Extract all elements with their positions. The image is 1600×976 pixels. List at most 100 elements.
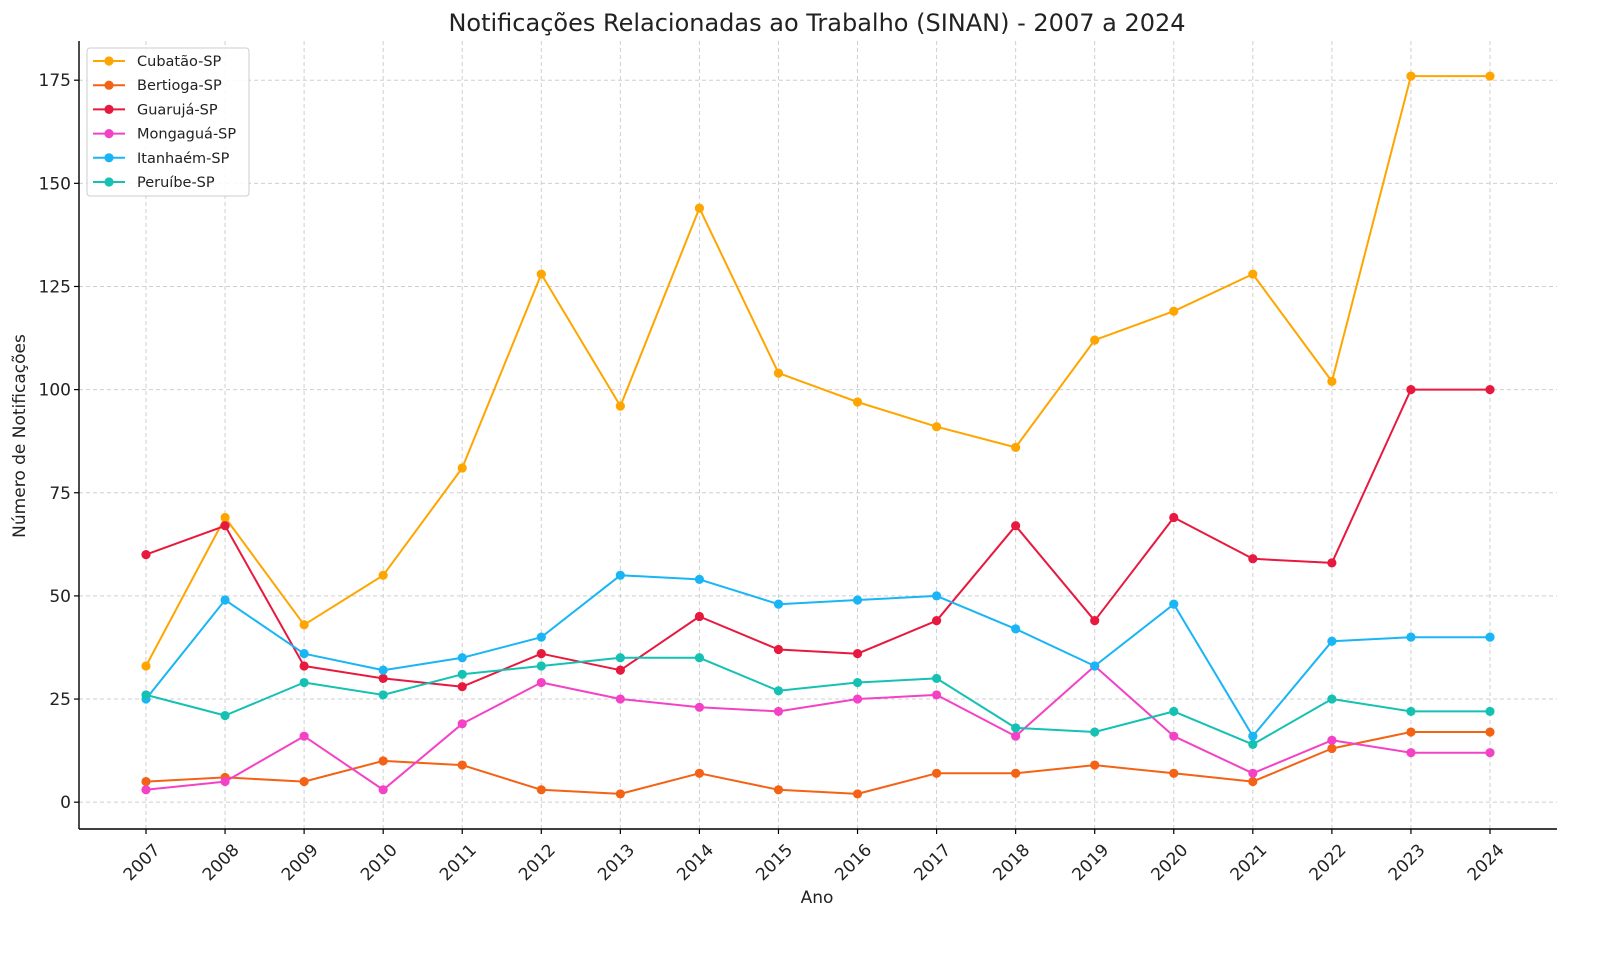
data-point [1406,385,1416,395]
x-tick-label: 2023 [1385,840,1430,885]
data-point [1169,706,1179,717]
series-line [145,656,1490,746]
data-point [1485,706,1495,717]
data-point [220,521,230,531]
data-point [1011,624,1021,634]
data-point [299,731,309,741]
data-point [141,776,151,787]
data-point [852,694,863,704]
data-point [378,690,388,700]
data-point [536,632,546,642]
data-point [536,269,546,279]
series [141,661,1495,795]
series [141,570,1495,741]
data-point [852,789,863,799]
x-tick-label: 2010 [357,840,402,885]
data-point [694,702,705,712]
data-point [299,661,309,671]
data-point [1327,743,1337,754]
data-point [931,591,942,601]
legend-box [86,47,250,197]
data-point [694,203,705,213]
x-tick-label: 2022 [1306,840,1351,885]
y-tick-label: 75 [49,484,71,504]
y-tick-label: 25 [49,690,71,710]
data-point [615,665,625,675]
series [141,653,1495,750]
legend-marker [104,56,114,66]
y-tick-label: 175 [39,71,71,91]
data-point [378,785,388,795]
data-point [1327,376,1337,386]
data-point [852,677,863,688]
series-line [145,574,1490,738]
y-tick-label: 0 [60,793,71,813]
data-point [615,789,625,799]
data-point [457,719,467,729]
data-point [141,785,151,795]
data-point [1169,306,1179,316]
data-point [299,649,309,659]
data-point [378,673,388,684]
data-point [1248,776,1258,787]
series-line [145,665,1490,791]
legend-label: Peruíbe-SP [137,175,215,191]
x-tick-label: 2013 [594,840,639,885]
data-point [1485,71,1495,81]
data-point [773,785,784,795]
data-point [457,669,467,679]
data-point [1169,512,1179,523]
data-point [457,760,467,770]
data-point [931,673,942,684]
y-tick-label: 50 [49,587,71,607]
data-point [1248,554,1258,564]
data-point [220,595,230,605]
data-point [1406,632,1416,642]
data-point [220,512,230,523]
data-point [773,368,784,378]
data-point [299,776,309,787]
data-point [1090,661,1100,671]
x-tick-label: 2021 [1227,840,1272,885]
data-point [536,677,546,688]
series-line [145,388,1490,688]
data-point [1169,599,1179,609]
data-point [1011,768,1021,778]
y-tick-label: 100 [39,381,71,401]
data-point [1169,731,1179,741]
x-tick-label: 2009 [278,840,323,885]
data-point [1090,616,1100,626]
data-point [220,776,230,787]
x-tick-label: 2012 [515,840,560,885]
data-point [141,550,151,560]
data-point [615,570,625,580]
legend-marker [104,129,114,139]
x-tick-label: 2015 [752,840,797,885]
data-point [141,690,151,700]
data-point [931,690,942,700]
data-point [1090,760,1100,770]
data-point [931,616,942,626]
data-point [1248,768,1258,778]
legend-label: Itanhaém-SP [137,151,230,167]
legend-marker [104,153,114,163]
x-tick-label: 2016 [831,840,876,885]
data-point [694,768,705,778]
data-point [1485,385,1495,395]
x-tick-label: 2008 [199,840,244,885]
data-point [773,599,784,609]
data-point [1011,731,1021,741]
series-line [145,731,1490,795]
data-point [1327,694,1337,704]
legend-label: Bertioga-SP [137,78,222,94]
legend-label: Mongaguá-SP [137,127,236,143]
series-line [145,75,1490,667]
data-point [615,401,625,411]
x-tick-label: 2017 [910,840,955,885]
data-point [694,653,705,663]
data-point [1327,735,1337,745]
data-point [378,756,388,766]
data-point [1406,748,1416,758]
data-point [852,397,863,407]
series [141,385,1495,692]
